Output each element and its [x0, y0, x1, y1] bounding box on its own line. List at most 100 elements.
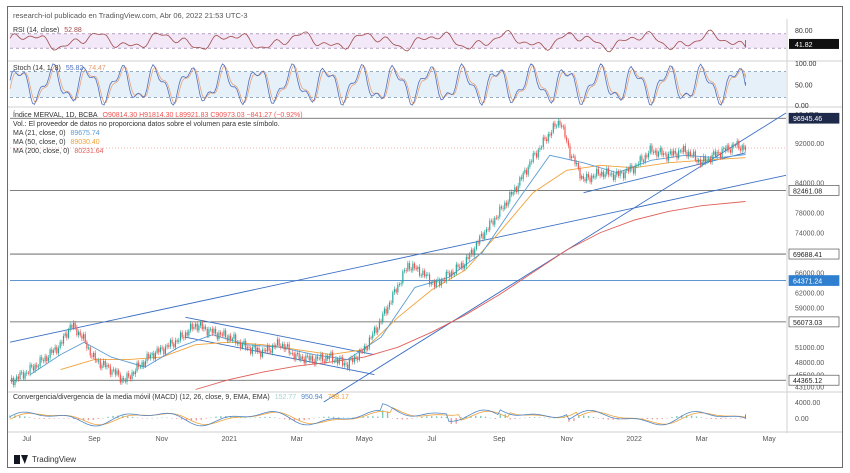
macd-histogram-bar — [489, 417, 492, 419]
candle — [398, 282, 401, 287]
candle — [368, 334, 370, 351]
ma50-value: 89030.40 — [70, 139, 100, 146]
macd-histogram-bar — [381, 410, 384, 418]
candle — [472, 248, 474, 258]
candle — [500, 204, 503, 211]
macd-histogram-bar — [68, 418, 70, 419]
candle — [241, 341, 243, 350]
candle — [21, 370, 23, 376]
candle — [139, 364, 141, 370]
candle — [136, 360, 138, 373]
candle — [736, 138, 738, 149]
candle — [87, 344, 90, 351]
ma200-label: MA (200, close, 0) — [13, 148, 70, 155]
candle — [734, 143, 737, 148]
ma200-value: 80231.64 — [74, 148, 104, 155]
macd-histogram-bar — [347, 417, 350, 419]
candle — [268, 343, 270, 354]
candle — [16, 374, 18, 383]
candle — [652, 149, 655, 155]
candle — [388, 300, 391, 310]
candle — [121, 375, 123, 385]
chart-canvas[interactable]: 80.00 41.82 100.00 50.00 0.00 92000.00 84000.0… — [8, 7, 842, 467]
macd-histogram-bar — [583, 415, 585, 418]
candle — [69, 322, 71, 333]
tradingview-footer[interactable]: TradingView — [14, 455, 76, 464]
candle — [186, 329, 188, 339]
candle — [517, 182, 519, 195]
candle — [248, 344, 250, 351]
macd-histogram-bar — [445, 416, 448, 418]
candle — [522, 170, 524, 182]
macd-histogram-bar — [362, 416, 364, 418]
candle — [592, 173, 594, 180]
candle — [189, 320, 192, 333]
candle — [228, 333, 230, 344]
candle — [587, 171, 589, 181]
candle — [579, 165, 581, 182]
candle — [393, 286, 396, 295]
candle — [223, 328, 225, 339]
candle — [198, 323, 200, 333]
macd-histogram-bar — [426, 416, 428, 418]
macd-histogram-bar — [48, 418, 50, 419]
candle — [306, 353, 309, 359]
candle — [591, 173, 593, 185]
candle — [14, 377, 16, 388]
x-tick-6: Jul — [427, 436, 436, 443]
candle — [704, 154, 706, 166]
candle — [62, 333, 65, 347]
ohlc-values: O90814.30 H91814.30 L89921.83 C90973.03 … — [102, 112, 303, 119]
candle — [27, 370, 29, 376]
candle — [731, 142, 733, 155]
macd-histogram-bar — [293, 418, 296, 421]
candle — [556, 124, 558, 129]
candle — [440, 277, 442, 289]
candle — [644, 152, 646, 165]
candle — [427, 272, 429, 277]
candle — [540, 145, 543, 150]
candle — [11, 375, 13, 384]
macd-histogram-bar — [377, 416, 379, 418]
macd-histogram-bar — [715, 418, 717, 420]
candle — [19, 369, 21, 381]
candle — [201, 320, 203, 331]
macd-histogram-bar — [573, 418, 575, 421]
candle — [179, 330, 182, 343]
candle — [46, 354, 48, 364]
stoch-k-line — [9, 63, 746, 106]
candle — [464, 263, 466, 271]
macd-histogram-bar — [519, 418, 521, 419]
symbol-line: Índice MERVAL, 1D, BCBA O90814.30 H91814… — [13, 111, 306, 120]
candle — [298, 350, 300, 362]
x-tick-0: Jul — [22, 436, 31, 443]
candle — [709, 155, 711, 165]
candle — [716, 150, 718, 160]
macd-histogram-bar — [538, 417, 541, 418]
macd-histogram-bar — [514, 418, 516, 420]
candle — [674, 148, 676, 156]
candle — [293, 351, 295, 362]
candle — [449, 270, 451, 280]
candle — [741, 143, 743, 153]
candle — [230, 332, 232, 343]
macd-histogram-bar — [112, 415, 114, 418]
macd-histogram-bar — [681, 415, 683, 418]
candle — [485, 226, 487, 236]
candle — [276, 336, 279, 348]
macd-histogram-bar — [587, 416, 590, 418]
candle — [489, 218, 491, 233]
candle — [103, 358, 105, 368]
candle — [343, 360, 345, 368]
candle — [138, 360, 140, 370]
candle — [270, 347, 272, 355]
candle — [148, 352, 150, 361]
macd-histogram-bar — [33, 418, 36, 419]
candle — [576, 160, 578, 167]
candle — [106, 362, 108, 370]
candle — [22, 369, 24, 381]
candle — [492, 218, 494, 227]
candle — [146, 351, 148, 364]
candle — [487, 226, 489, 232]
candle — [225, 328, 227, 340]
